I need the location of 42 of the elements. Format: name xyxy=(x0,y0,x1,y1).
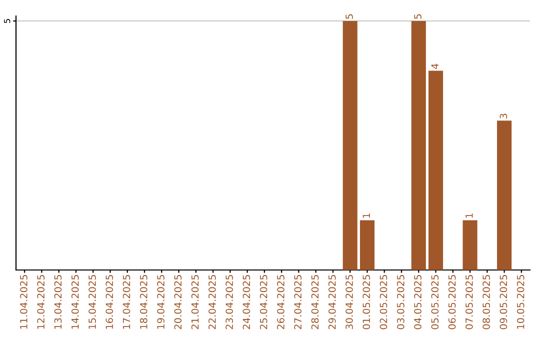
x-tick-label: 18.04.2025 xyxy=(140,275,148,329)
x-tick-label: 25.04.2025 xyxy=(260,275,268,330)
bar xyxy=(497,120,512,270)
x-tick-label: 11.04.2025 xyxy=(20,275,28,329)
data-label: 5 xyxy=(414,14,422,19)
x-tick-label: 05.05.2025 xyxy=(431,275,439,330)
x-tick-label: 24.04.2025 xyxy=(242,275,250,330)
x-tick-label: 22.04.2025 xyxy=(208,275,216,330)
x-tick-label: 19.04.2025 xyxy=(157,275,164,329)
bar xyxy=(360,220,375,270)
bar xyxy=(342,20,358,270)
x-tick-label: 27.04.2025 xyxy=(294,275,302,330)
x-tick-label: 08.05.2025 xyxy=(482,275,490,330)
x-tick-label: 16.04.2025 xyxy=(106,275,114,329)
data-label: 1 xyxy=(466,214,473,218)
x-tick-label: 21.04.2025 xyxy=(191,275,199,330)
bar xyxy=(411,20,426,270)
x-tick-label: 26.04.2025 xyxy=(277,275,284,330)
data-label: 3 xyxy=(500,114,508,118)
x-tick-label: 07.05.2025 xyxy=(466,275,473,330)
x-tick-label: 14.04.2025 xyxy=(71,275,79,329)
x-tick-label: 12.04.2025 xyxy=(37,275,45,329)
x-tick-label: 23.04.2025 xyxy=(226,275,233,330)
x-tick-label: 20.04.2025 xyxy=(174,275,182,330)
x-tick-label: 28.04.2025 xyxy=(311,275,319,330)
x-tick-label: 30.04.2025 xyxy=(346,275,353,330)
x-tick-label: 02.05.2025 xyxy=(380,275,388,330)
x-tick-label: 15.04.2025 xyxy=(88,275,96,329)
x-tick-label: 01.05.2025 xyxy=(362,275,370,330)
x-tick-label: 29.04.2025 xyxy=(328,275,336,330)
x-tick-label: 10.05.2025 xyxy=(516,275,524,329)
bar xyxy=(428,70,444,270)
x-tick-label: 03.05.2025 xyxy=(396,275,404,330)
data-label: 4 xyxy=(431,64,438,69)
bar xyxy=(462,220,478,270)
data-label: 1 xyxy=(362,214,370,218)
x-tick-label: 13.04.2025 xyxy=(54,275,62,329)
x-tick-label: 17.04.2025 xyxy=(122,275,130,329)
x-tick-label: 09.05.2025 xyxy=(500,275,508,330)
x-tick-label: 04.05.2025 xyxy=(414,275,422,330)
x-tick-label: 06.05.2025 xyxy=(448,275,456,330)
data-label: 5 xyxy=(346,14,353,19)
